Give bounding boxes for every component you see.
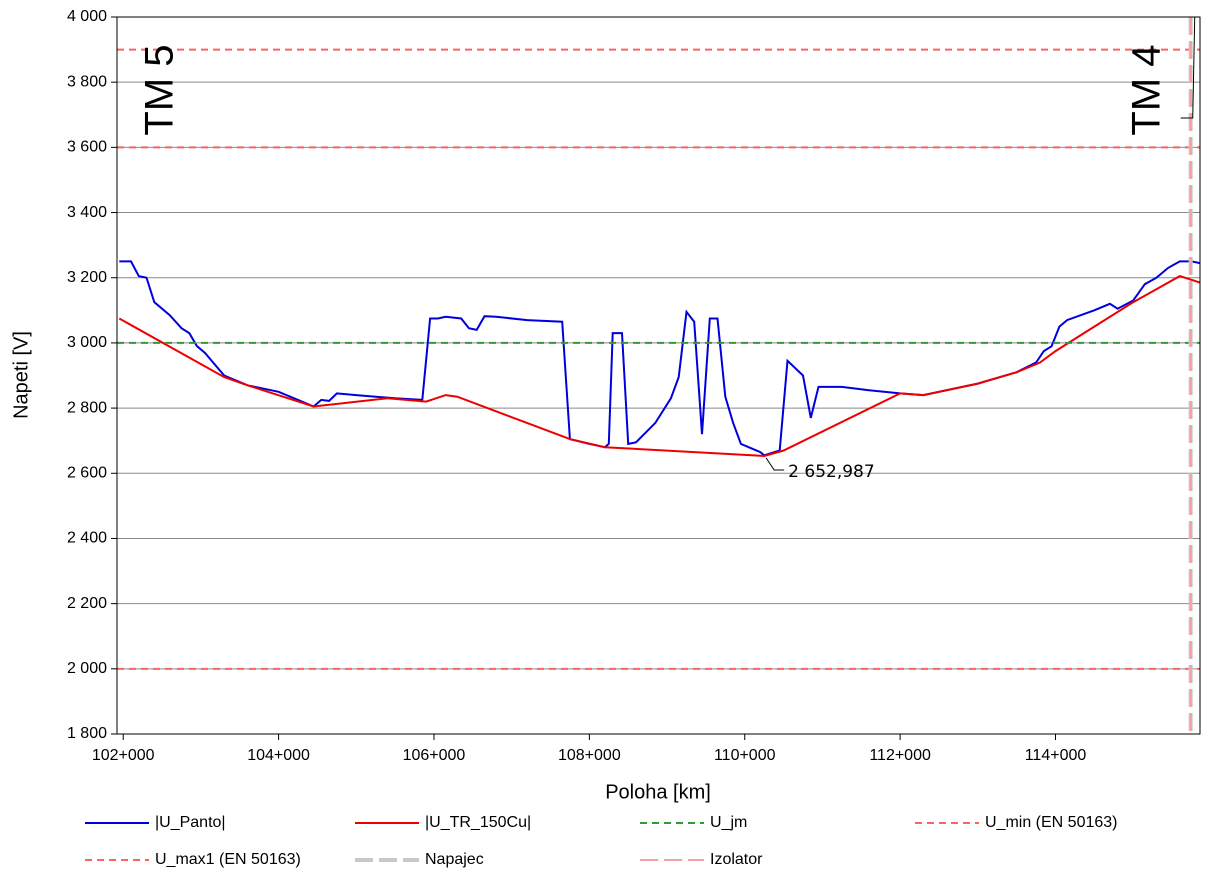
- x-tick-label: 106+000: [403, 747, 466, 764]
- legend-label: U_jm: [710, 814, 747, 831]
- legend-label: |U_Panto|: [155, 814, 226, 831]
- station-label: TM 4: [1124, 44, 1168, 135]
- legend-label: Napajec: [425, 851, 484, 868]
- series-line: [119, 260, 1201, 457]
- series-line: [118, 275, 1201, 458]
- y-tick-label: 2 600: [67, 464, 107, 481]
- y-tick-label: 3 400: [67, 204, 107, 221]
- y-tick-label: 3 000: [67, 334, 107, 351]
- x-tick-label: 104+000: [247, 747, 310, 764]
- y-tick-label: 3 200: [67, 269, 107, 286]
- annotation: 2 652,987: [788, 462, 875, 482]
- station-label: TM 5: [138, 44, 182, 135]
- y-tick-label: 3 800: [67, 73, 107, 90]
- y-axis-title: Napeti [V]: [10, 331, 32, 419]
- x-axis-title: Poloha [km]: [605, 781, 711, 803]
- station-leader: [1180, 16, 1196, 119]
- y-tick-label: 2 400: [67, 530, 107, 547]
- y-tick-label: 2 200: [67, 595, 107, 612]
- y-tick-label: 3 600: [67, 139, 107, 156]
- y-tick-label: 1 800: [67, 725, 107, 742]
- x-tick-label: 112+000: [869, 747, 931, 764]
- legend-label: U_max1 (EN 50163): [155, 851, 301, 868]
- y-tick-label: 2 000: [67, 660, 107, 677]
- x-tick-label: 108+000: [558, 747, 621, 764]
- y-tick-label: 2 800: [67, 399, 107, 416]
- y-tick-label: 4 000: [67, 8, 107, 25]
- plot-border: [116, 16, 1201, 735]
- legend-label: Izolator: [710, 851, 763, 868]
- x-tick-label: 114+000: [1025, 747, 1087, 764]
- x-tick-label: 102+000: [92, 747, 155, 764]
- legend-label: |U_TR_150Cu|: [425, 814, 531, 831]
- legend-label: U_min (EN 50163): [985, 814, 1118, 831]
- x-tick-label: 110+000: [714, 747, 776, 764]
- annotation-leader: [765, 457, 785, 471]
